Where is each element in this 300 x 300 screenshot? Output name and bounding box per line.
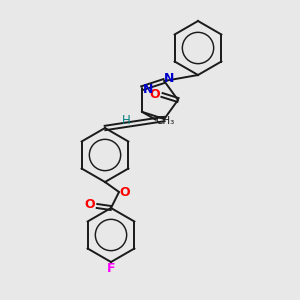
Text: O: O — [85, 199, 95, 212]
Text: H: H — [122, 114, 131, 127]
Text: N: N — [142, 83, 153, 96]
Text: N: N — [164, 73, 174, 85]
Text: O: O — [120, 187, 130, 200]
Text: CH₃: CH₃ — [155, 116, 174, 126]
Text: O: O — [150, 88, 160, 100]
Text: F: F — [107, 262, 115, 275]
